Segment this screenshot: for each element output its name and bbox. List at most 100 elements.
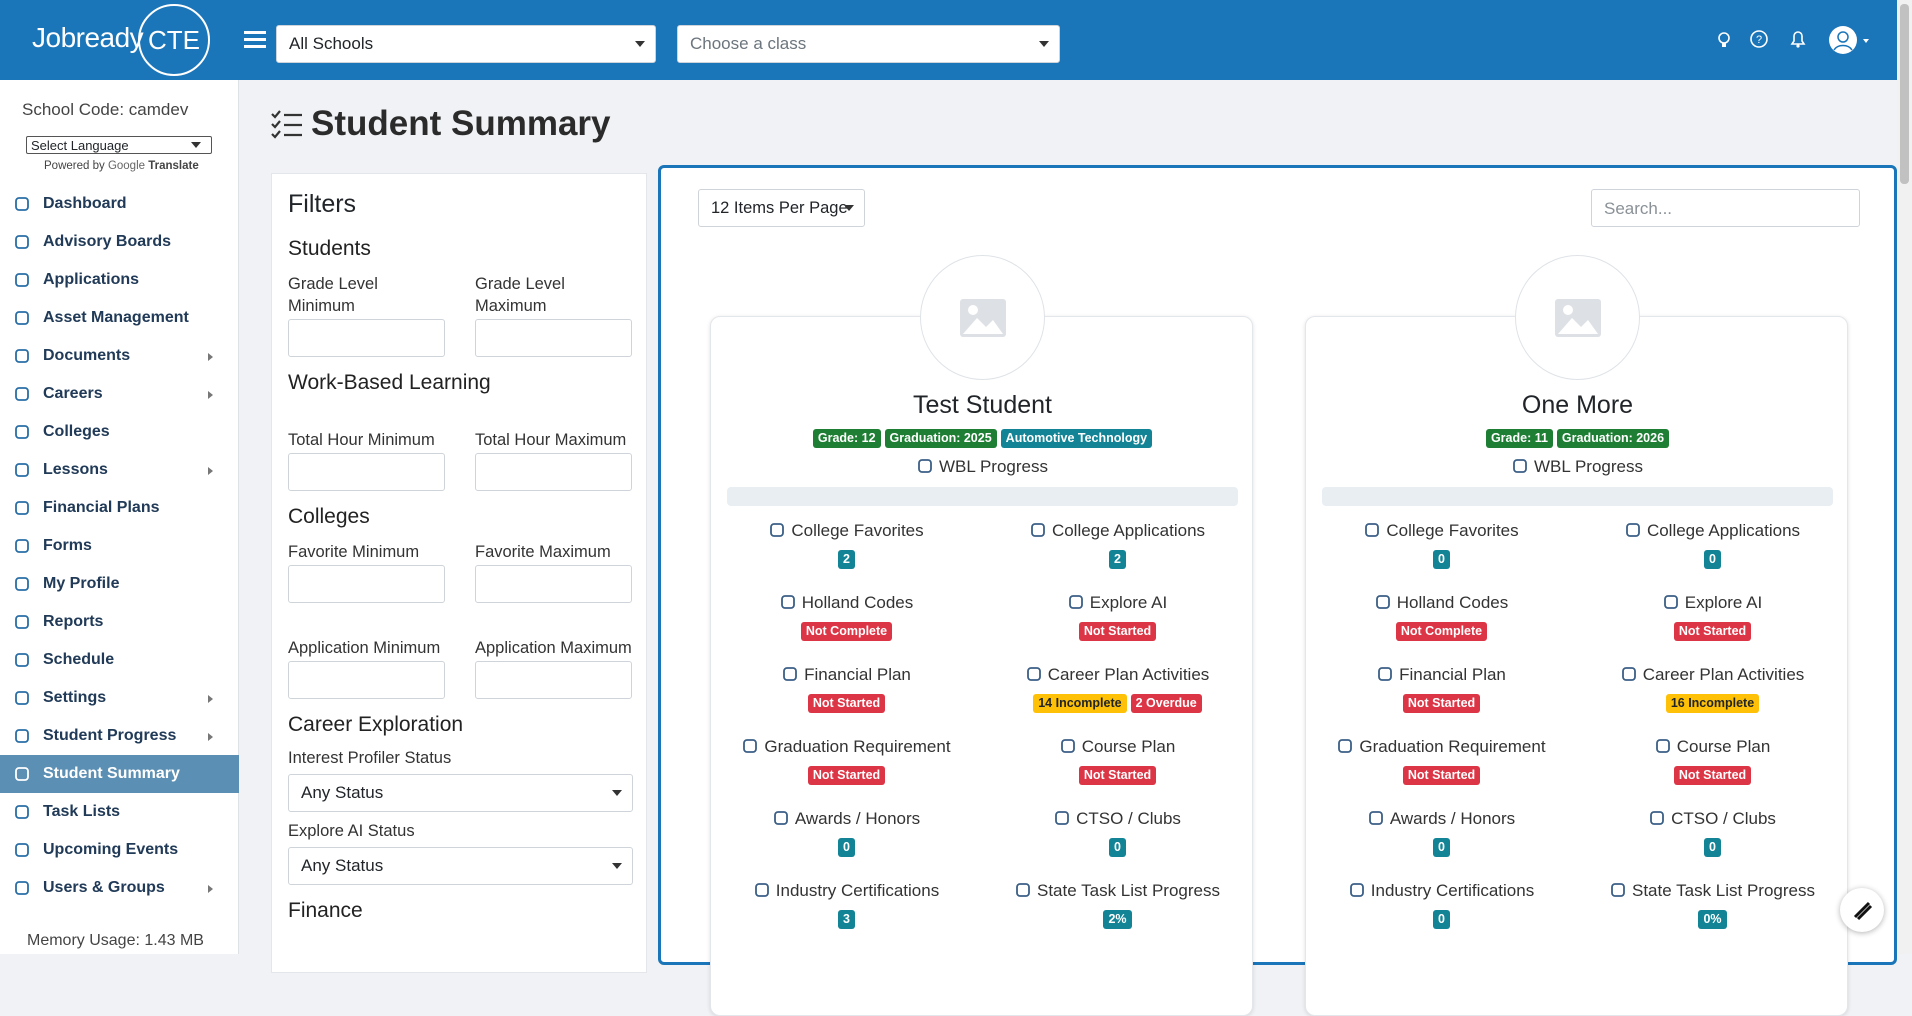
scrollbar[interactable]: [1897, 0, 1912, 954]
filter-select[interactable]: Any Status: [288, 774, 633, 812]
filters-panel: Filters Students Grade Level Minimum Grade…: [271, 173, 647, 973]
menu-item[interactable]: Applications: [0, 261, 239, 299]
page-title: Student Summary: [311, 104, 611, 143]
metric-label: State Task List Progress: [1577, 881, 1848, 903]
avatar: [920, 255, 1045, 380]
filter-input[interactable]: [475, 319, 632, 357]
search-input[interactable]: Search...: [1591, 189, 1860, 227]
icon: [15, 235, 29, 249]
menu-item[interactable]: Schedule: [0, 641, 239, 679]
badge: Graduation: 2026: [1556, 429, 1670, 448]
filter-input[interactable]: [288, 453, 445, 491]
metric: CTSO / Clubs 0: [1577, 809, 1848, 857]
badge: Not Started: [1078, 766, 1157, 785]
metric-label: Graduation Requirement: [1306, 737, 1577, 759]
badge: Not Complete: [1395, 622, 1488, 641]
menu-toggle[interactable]: [244, 30, 266, 50]
filter-label: Application Minimum: [288, 639, 441, 657]
menu-item[interactable]: Reports: [0, 603, 239, 641]
student-card[interactable]: One More Grade: 11 Graduation: 2026 WBL Pro…: [1305, 255, 1849, 1016]
title-icon: [271, 110, 302, 139]
icon: [1663, 595, 1678, 609]
language-select[interactable]: Select Language: [26, 136, 212, 154]
wbl-label: WBL Progress: [1306, 457, 1849, 477]
filter-input[interactable]: [288, 319, 445, 357]
menu-item[interactable]: Careers: [0, 375, 239, 413]
metric-name: Explore AI: [1684, 593, 1763, 612]
icon: [918, 459, 932, 473]
icon: [15, 843, 29, 857]
menu-item[interactable]: Task Lists: [0, 793, 239, 831]
menu-item[interactable]: My Profile: [0, 565, 239, 603]
filter-input[interactable]: [288, 565, 445, 603]
submenu-caret: [208, 391, 217, 399]
notifications-icon[interactable]: [1788, 29, 1808, 49]
help-widget[interactable]: [1840, 888, 1884, 932]
menu-item[interactable]: Colleges: [0, 413, 239, 451]
metric: Graduation Requirement Not Started: [1306, 737, 1577, 785]
metric-label: College Favorites: [711, 521, 982, 543]
menu-label: Users & Groups: [43, 879, 165, 896]
badge: 2: [1109, 550, 1126, 569]
menu-item[interactable]: Forms: [0, 527, 239, 565]
menu-item[interactable]: Asset Management: [0, 299, 239, 337]
menu-label: Task Lists: [43, 803, 121, 820]
tips-icon[interactable]: [1714, 29, 1734, 49]
icon: [15, 349, 29, 363]
menu-item[interactable]: Lessons: [0, 451, 239, 489]
powered-by: Powered by: [44, 160, 105, 172]
metric: Explore AI Not Started: [982, 593, 1253, 641]
badge: 0: [1433, 550, 1450, 569]
menu-item[interactable]: Student Summary: [0, 755, 239, 793]
filter-heading: Finance: [288, 899, 363, 922]
badge: Not Started: [1402, 694, 1481, 713]
metric-badges: Not Started: [1306, 766, 1577, 785]
filter-input[interactable]: [475, 565, 632, 603]
per-page-select[interactable]: 12 Items Per Page: [698, 189, 865, 227]
student-card[interactable]: Test Student Grade: 12 Graduation: 2025 Aut…: [710, 255, 1253, 1016]
menu-label: My Profile: [43, 575, 120, 592]
badge: Not Complete: [800, 622, 893, 641]
menu-item[interactable]: Student Progress: [0, 717, 239, 755]
user-menu[interactable]: [1828, 25, 1872, 55]
menu-item[interactable]: Settings: [0, 679, 239, 717]
icon: [15, 311, 29, 325]
filter-input[interactable]: [475, 453, 632, 491]
menu-item[interactable]: Financial Plans: [0, 489, 239, 527]
filter-label: Total Hour Minimum: [288, 431, 435, 449]
menu-item[interactable]: Dashboard: [0, 185, 239, 223]
badge: 2: [838, 550, 855, 569]
menu-item[interactable]: Advisory Boards: [0, 223, 239, 261]
metric: Awards / Honors 0: [711, 809, 982, 857]
filter-select[interactable]: Any Status: [288, 847, 633, 885]
menu-label: Reports: [43, 613, 104, 630]
metric-name: CTSO / Clubs: [1671, 809, 1776, 828]
badge: Graduation: 2025: [884, 429, 997, 448]
badge: 0%: [1698, 910, 1727, 929]
menu-item[interactable]: Upcoming Events: [0, 831, 239, 869]
metric: College Favorites 2: [711, 521, 982, 569]
icon: [1611, 883, 1625, 897]
menu-item[interactable]: Users & Groups: [0, 869, 239, 907]
help-icon[interactable]: ?: [1749, 29, 1769, 49]
class-select[interactable]: Choose a class: [677, 25, 1060, 63]
school-select[interactable]: All Schools: [276, 25, 656, 63]
filter-input[interactable]: [288, 661, 445, 699]
filter-label: Favorite Minimum: [288, 543, 420, 561]
filter-input[interactable]: [475, 661, 632, 699]
metric-label: Explore AI: [1577, 593, 1848, 615]
filter-label: Total Hour Maximum: [475, 431, 627, 449]
metric: Financial Plan Not Started: [711, 665, 982, 713]
metric: Industry Certifications 3: [711, 881, 982, 929]
icon: [15, 805, 29, 819]
metric-badges: 2%: [982, 910, 1253, 929]
metric-label: CTSO / Clubs: [982, 809, 1253, 831]
logo-badge[interactable]: CTE: [138, 4, 210, 76]
menu-label: Financial Plans: [43, 499, 160, 516]
logo[interactable]: Jobready: [32, 22, 144, 53]
metric: CTSO / Clubs 0: [982, 809, 1253, 857]
metric-label: Career Plan Activities: [1577, 665, 1848, 687]
menu-label: Documents: [43, 347, 131, 364]
menu-item[interactable]: Documents: [0, 337, 239, 375]
